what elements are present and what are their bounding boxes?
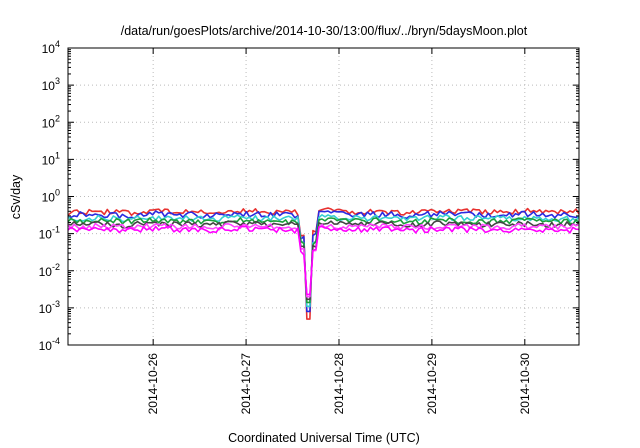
x-tick-label: 2014-10-28 — [332, 353, 346, 415]
tick-layer: 10-410-310-210-11001011021031042014-10-2… — [39, 39, 579, 414]
y-tick-base: 10 — [39, 228, 53, 242]
y-tick-base: 10 — [42, 191, 56, 205]
y-tick-exponent: 4 — [55, 39, 60, 49]
y-axis-label: cSv/day — [9, 174, 23, 219]
y-tick-label: 103 — [42, 76, 60, 93]
y-tick-label: 104 — [42, 39, 60, 56]
x-axis-label: Coordinated Universal Time (UTC) — [228, 431, 420, 445]
chart-title: /data/run/goesPlots/archive/2014-10-30/1… — [121, 24, 528, 38]
series-line-5 — [67, 220, 580, 301]
x-tick-label: 2014-10-27 — [239, 353, 253, 415]
x-tick-label: 2014-10-26 — [146, 353, 160, 415]
y-tick-exponent: -4 — [52, 336, 60, 346]
y-tick-label: 101 — [42, 150, 60, 167]
series-line-6 — [67, 222, 580, 298]
y-tick-exponent: 2 — [55, 113, 60, 123]
y-tick-exponent: 1 — [55, 150, 60, 160]
series-layer — [67, 207, 580, 320]
y-tick-label: 10-4 — [39, 336, 60, 353]
y-tick-label: 10-2 — [39, 262, 60, 279]
y-tick-label: 100 — [42, 188, 60, 205]
y-tick-base: 10 — [42, 42, 56, 56]
series-line-2 — [67, 210, 580, 313]
series-line-1 — [67, 207, 580, 320]
y-tick-exponent: 0 — [55, 188, 60, 198]
series-line-3 — [67, 214, 580, 308]
y-tick-label: 102 — [42, 113, 60, 130]
y-tick-exponent: -2 — [52, 262, 60, 272]
y-tick-base: 10 — [39, 265, 53, 279]
y-tick-base: 10 — [42, 116, 56, 130]
y-tick-base: 10 — [42, 153, 56, 167]
x-tick-label: 2014-10-30 — [518, 353, 532, 415]
y-tick-base: 10 — [42, 79, 56, 93]
grid — [68, 48, 579, 345]
series-line-7 — [67, 225, 580, 296]
y-tick-label: 10-1 — [39, 225, 60, 242]
y-tick-base: 10 — [39, 339, 53, 353]
y-tick-base: 10 — [39, 302, 53, 316]
y-tick-exponent: -1 — [52, 225, 60, 235]
y-tick-label: 10-3 — [39, 299, 60, 316]
y-tick-exponent: 3 — [55, 76, 60, 86]
x-tick-label: 2014-10-29 — [425, 353, 439, 415]
y-tick-exponent: -3 — [52, 299, 60, 309]
series-line-4 — [67, 217, 580, 304]
